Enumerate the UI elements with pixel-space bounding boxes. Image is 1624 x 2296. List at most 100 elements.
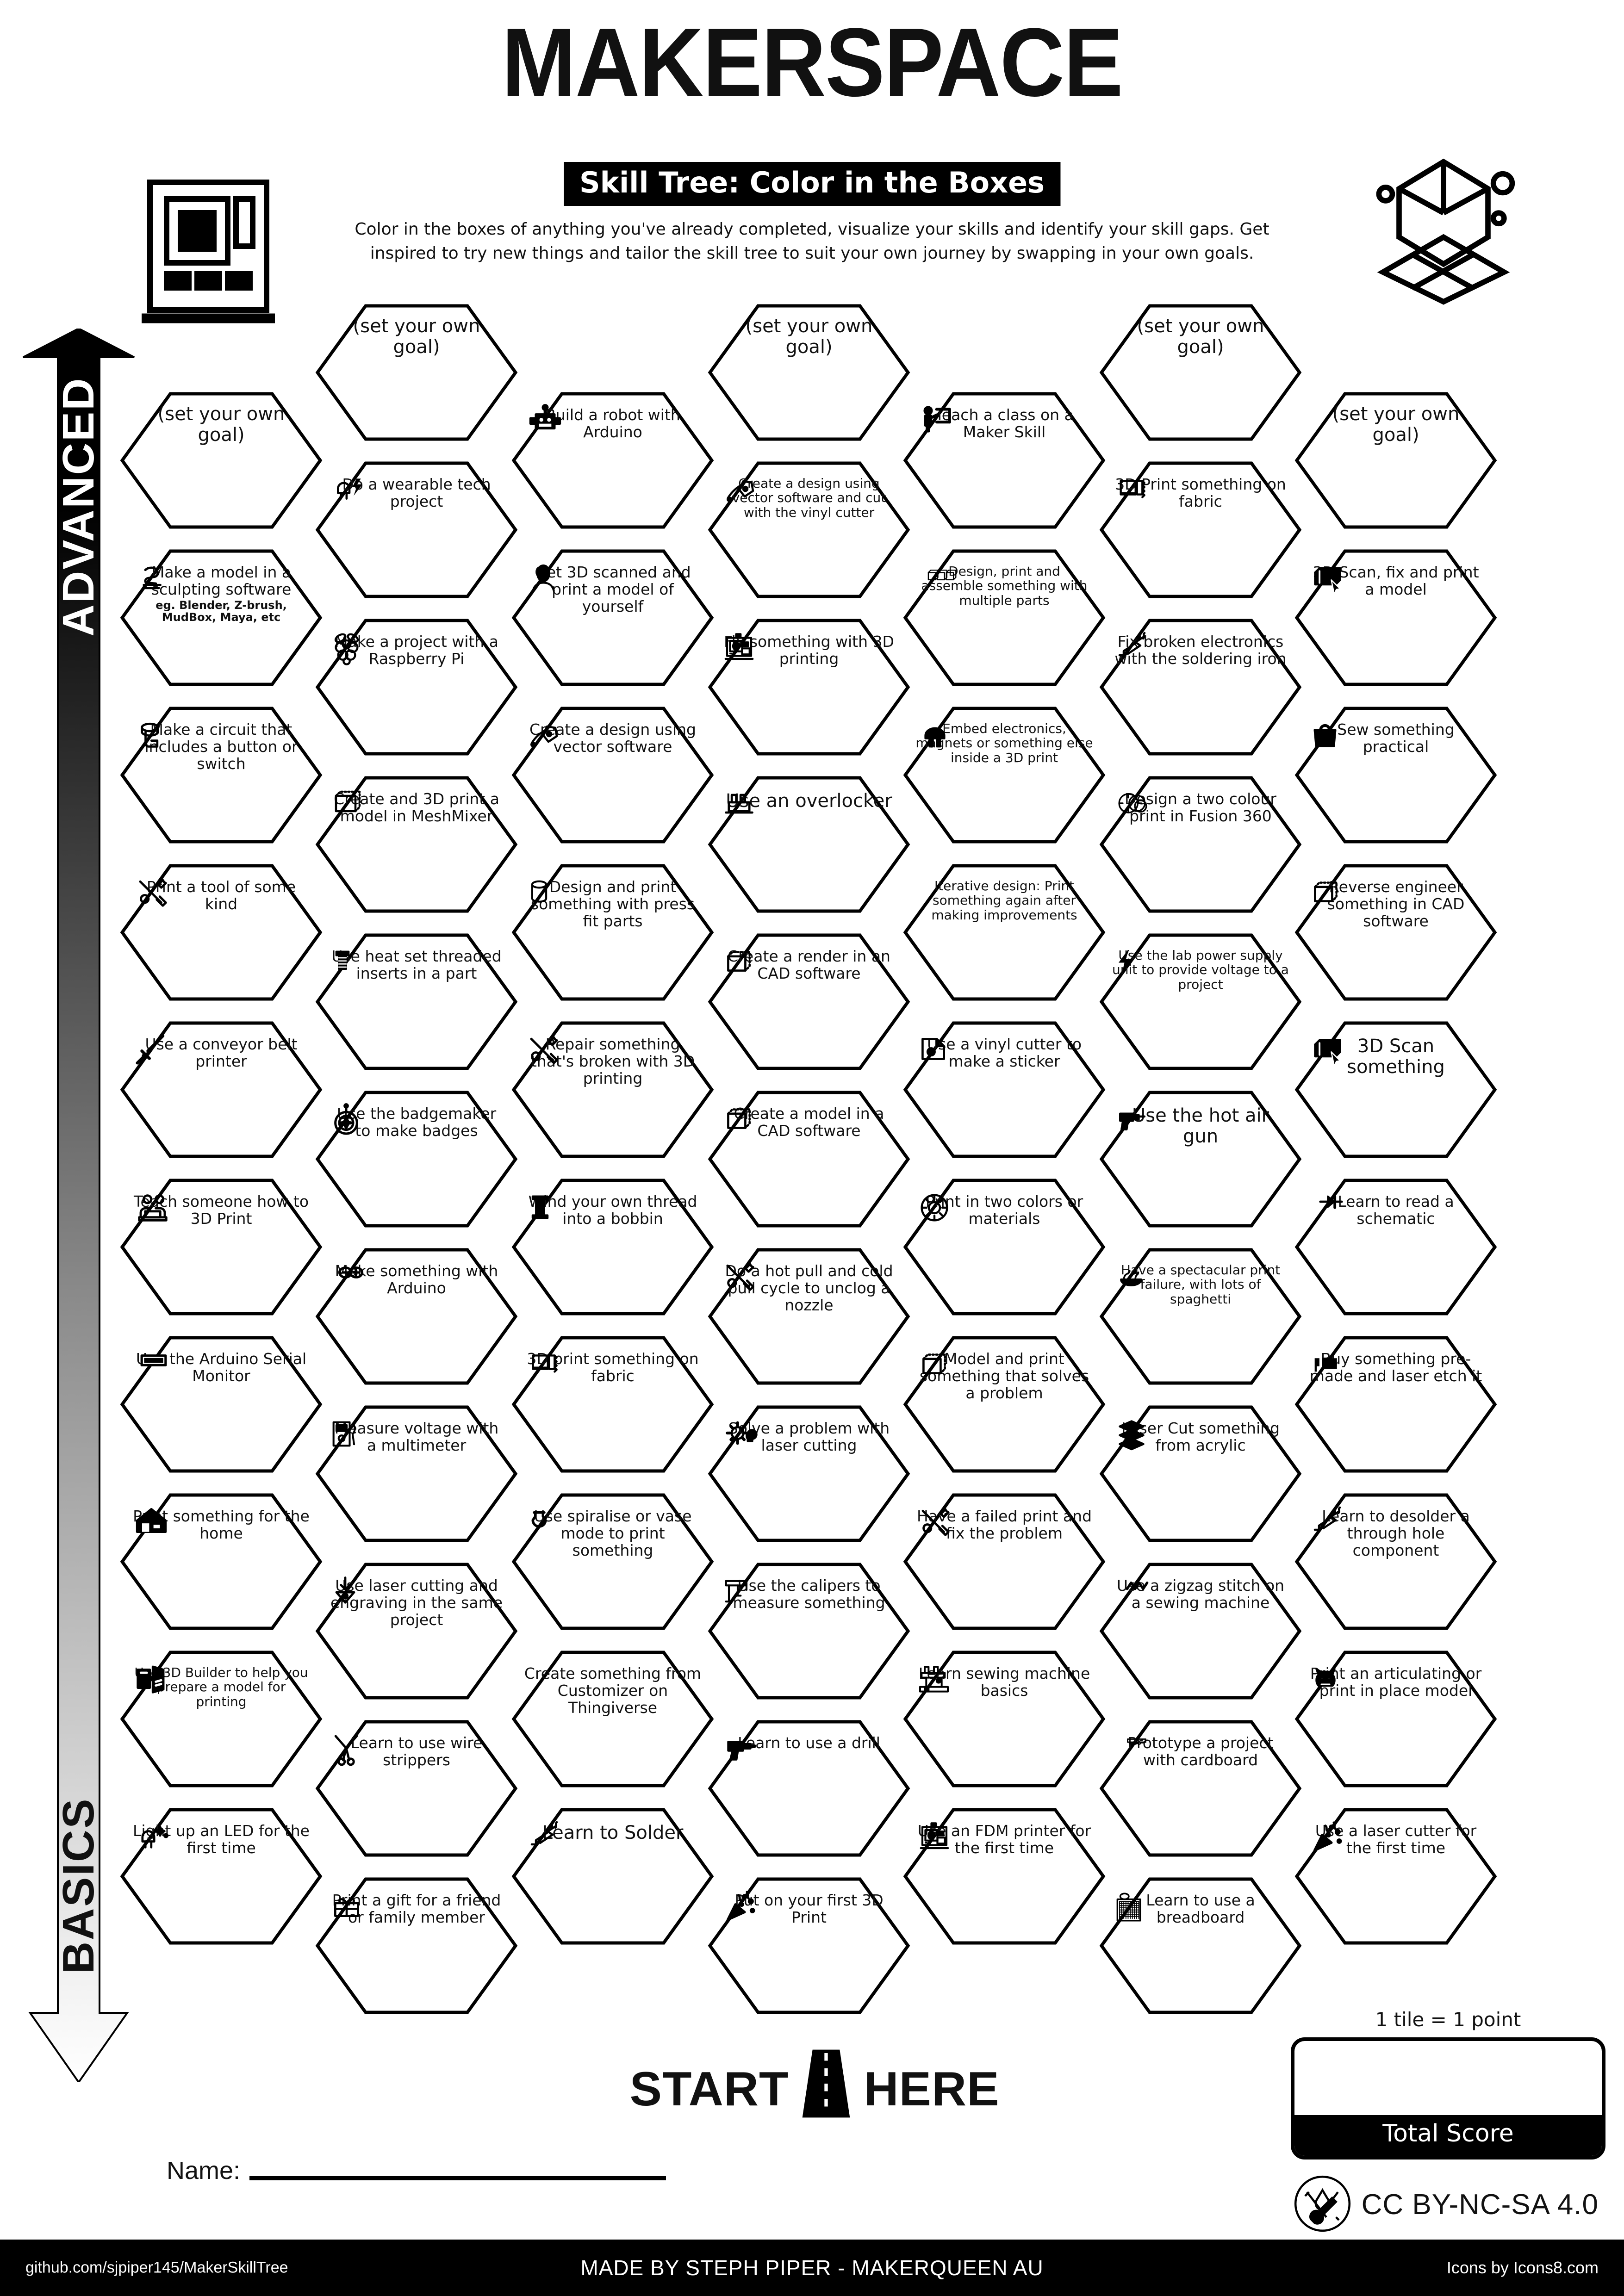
hex-outline [315,776,518,913]
skill-tile-c6-r3[interactable]: Fix broken electronics with the solderin… [1099,618,1302,757]
skill-tile-c2-r9[interactable]: Use laser cutting and engraving in the s… [315,1562,518,1700]
skill-tile-label: Design, print and assemble something wit… [921,564,1088,608]
skill-tile-label: Sew something practical [1337,720,1455,756]
skill-tile-c7-r9[interactable]: Print an articulating or print in place … [1294,1650,1498,1788]
hex-outline [1294,1336,1497,1473]
skill-tile-c5-r7[interactable]: Model and print something that solves a … [902,1335,1106,1474]
skill-tile-c7-r10[interactable]: Use a laser cutter for the first time [1294,1807,1498,1946]
skill-tile-c6-r5[interactable]: Use the lab power supply unit to provide… [1099,932,1302,1071]
skill-tile-c7-r7[interactable]: Buy something pre-made and laser etch it [1294,1335,1498,1474]
skill-tile-c7-r8[interactable]: Learn to desolder a through hole compone… [1294,1492,1498,1631]
skill-tile-c6-r7[interactable]: Have a spectacular print failure, with l… [1099,1247,1302,1386]
score-area: 1 tile = 1 point Total Score [1291,2008,1605,2159]
skill-tile-c3-r10[interactable]: Learn to Solder [511,1807,715,1946]
skill-tile-c6-r10[interactable]: Prototype a project with cardboard [1099,1719,1302,1858]
skill-tile-c4-r3[interactable]: Fix something with 3D printing [707,618,911,757]
skill-tile-c5-r10[interactable]: Use an FDM printer for the first time [902,1807,1106,1946]
skill-tile-c1-r2[interactable]: Make a model in a sculpting software eg. … [119,548,323,687]
skill-tile-c2-r5[interactable]: Use heat set threaded inserts in a part [315,932,518,1071]
skill-tile-c2-r7[interactable]: Make something with Arduino [315,1247,518,1386]
skill-tile-c5-r5[interactable]: Use a vinyl cutter to make a sticker [902,1020,1106,1159]
skill-tile-c1-r4[interactable]: Print a tool of some kind [119,863,323,1002]
skill-tile-c4-r6[interactable]: Create a model in a CAD software [707,1090,911,1229]
skill-tile-c3-r9[interactable]: Create something from Customizer on Thin… [511,1650,715,1788]
skill-tile-c3-r3[interactable]: Create a design using vector software [511,706,715,844]
skill-tile-c2-r3[interactable]: Make a project with a Raspberry Pi [315,618,518,757]
skill-tile-label: Print something for the home [133,1507,310,1542]
score-input[interactable] [1294,2041,1602,2115]
skill-tile-label: Print a tool of some kind [146,878,296,913]
skill-tile-c4-r2[interactable]: Create a design using vector software an… [707,460,911,599]
skill-tile-label: Use an overlocker [726,790,892,812]
skill-tile-c4-r1[interactable]: (set your own goal) [707,303,911,442]
skill-tile-c6-r4[interactable]: Design a two colour print in Fusion 360 [1099,775,1302,914]
skill-tile-c6-r11[interactable]: Learn to use a breadboard [1099,1876,1302,2015]
skill-tile-c5-r3[interactable]: Embed electronics, magnets or something … [902,706,1106,844]
skill-tile-c6-r2[interactable]: 3D Print something on fabric [1099,460,1302,599]
skill-tile-c6-r8[interactable]: Laser Cut something from acrylic [1099,1404,1302,1543]
hex-outline [1294,1021,1497,1158]
skill-tile-c5-r4[interactable]: Iterative design: Print something again … [902,863,1106,1002]
name-input-line[interactable] [249,2176,666,2180]
skill-tile-c3-r7[interactable]: 3D print something on fabric [511,1335,715,1474]
skill-tile-c6-r9[interactable]: Use a zigzag stitch on a sewing machine [1099,1562,1302,1700]
skill-tile-c5-r1[interactable]: Teach a class on a Maker Skill [902,391,1106,530]
skill-tile-c7-r2[interactable]: 3D Scan, fix and print a model [1294,548,1498,687]
skill-tile-c2-r2[interactable]: Do a wearable tech project [315,460,518,599]
skill-tile-c2-r8[interactable]: Measure voltage with a multimeter [315,1404,518,1543]
skill-tile-c2-r10[interactable]: Learn to use wire strippers [315,1719,518,1858]
skill-tile-c2-r1[interactable]: (set your own goal) [315,303,518,442]
name-field[interactable]: Name: [167,2156,666,2185]
skill-tile-c7-r1[interactable]: (set your own goal) [1294,391,1498,530]
skill-tile-c5-r2[interactable]: Design, print and assemble something wit… [902,548,1106,687]
skill-tile-c4-r5[interactable]: Create a render in an CAD software [707,932,911,1071]
skill-tile-c1-r8[interactable]: Print something for the home [119,1492,323,1631]
skill-tile-c5-r8[interactable]: Have a failed print and fix the problem [902,1492,1106,1631]
hex-outline [315,933,518,1070]
skill-tile-c2-r11[interactable]: Print a gift for a friend or family memb… [315,1876,518,2015]
skill-tile-c1-r10[interactable]: Light up an LED for the first time [119,1807,323,1946]
skill-tile-c1-r9[interactable]: Use 3D Builder to help you prepare a mod… [119,1650,323,1788]
skill-tile-c7-r5[interactable]: 3D Scan something [1294,1020,1498,1159]
skill-tile-c4-r11[interactable]: Put on your first 3D Print [707,1876,911,2015]
skill-tile-c6-r1[interactable]: (set your own goal) [1099,303,1302,442]
skill-tile-label: Laser Cut something from acrylic [1121,1419,1280,1454]
skill-tile-c3-r1[interactable]: Build a robot with Arduino [511,391,715,530]
skill-tile-c3-r6[interactable]: Wind your own thread into a bobbin [511,1178,715,1316]
skill-tile-c5-r9[interactable]: Learn sewing machine basics [902,1650,1106,1788]
skill-tile-c1-r5[interactable]: Use a conveyor belt printer [119,1020,323,1159]
skill-tile-c2-r6[interactable]: Use the badgemaker to make badges [315,1090,518,1229]
hex-outline [511,392,714,529]
hex-outline [1294,864,1497,1001]
skill-tile-c1-r1[interactable]: (set your own goal) [119,391,323,530]
skill-tile-c4-r4[interactable]: Use an overlocker [707,775,911,914]
skill-tile-c2-r4[interactable]: Create and 3D print a model in MeshMixer [315,775,518,914]
skill-tile-c3-r5[interactable]: Repair something that's broken with 3D p… [511,1020,715,1159]
skill-tile-c4-r8[interactable]: Solve a problem with laser cutting [707,1404,911,1543]
skill-tile-c4-r9[interactable]: Use the calipers to measure something [707,1562,911,1700]
skill-tile-label: Use the badgemaker to make badges [336,1105,497,1140]
skill-tile-c6-r6[interactable]: Use the hot air gun [1099,1090,1302,1229]
skill-tile-label: Get 3D scanned and print a model of your… [535,563,691,615]
skill-tile-c7-r4[interactable]: Reverse engineer something in CAD softwa… [1294,863,1498,1002]
skill-tile-c1-r7[interactable]: Use the Arduino Serial Monitor [119,1335,323,1474]
skill-tile-c1-r6[interactable]: Teach someone how to 3D Print [119,1178,323,1316]
skill-tile-c7-r6[interactable]: Learn to read a schematic [1294,1178,1498,1316]
footer-icons-credit[interactable]: Icons by Icons8.com [1446,2258,1599,2277]
skill-tile-c5-r6[interactable]: Print in two colors or materials [902,1178,1106,1316]
skill-tile-c4-r7[interactable]: Do a hot pull and cold pull cycle to unc… [707,1247,911,1386]
skill-tile-c4-r10[interactable]: Learn to use a drill [707,1719,911,1858]
skill-tile-c3-r8[interactable]: Use spiralise or vase mode to print some… [511,1492,715,1631]
skill-tile-c3-r4[interactable]: Design and print something with press fi… [511,863,715,1002]
skill-tile-label: Create something from Customizer on Thin… [524,1664,702,1717]
footer-repo-link[interactable]: github.com/sjpiper145/MakerSkillTree [25,2259,288,2277]
hex-outline [120,1651,323,1787]
skill-tile-c1-r3[interactable]: Make a circuit that includes a button or… [119,706,323,844]
skill-tile-c7-r3[interactable]: Sew something practical [1294,706,1498,844]
licence-text: CC BY-NC-SA 4.0 [1361,2189,1599,2221]
total-score-box[interactable]: Total Score [1291,2037,1605,2159]
skill-tile-c3-r2[interactable]: Get 3D scanned and print a model of your… [511,548,715,687]
skill-tile-label: Learn to use a breadboard [1146,1891,1255,1926]
skill-tile-label: Print a gift for a friend or family memb… [332,1891,501,1926]
licence-row: CC BY-NC-SA 4.0 [1294,2175,1599,2234]
